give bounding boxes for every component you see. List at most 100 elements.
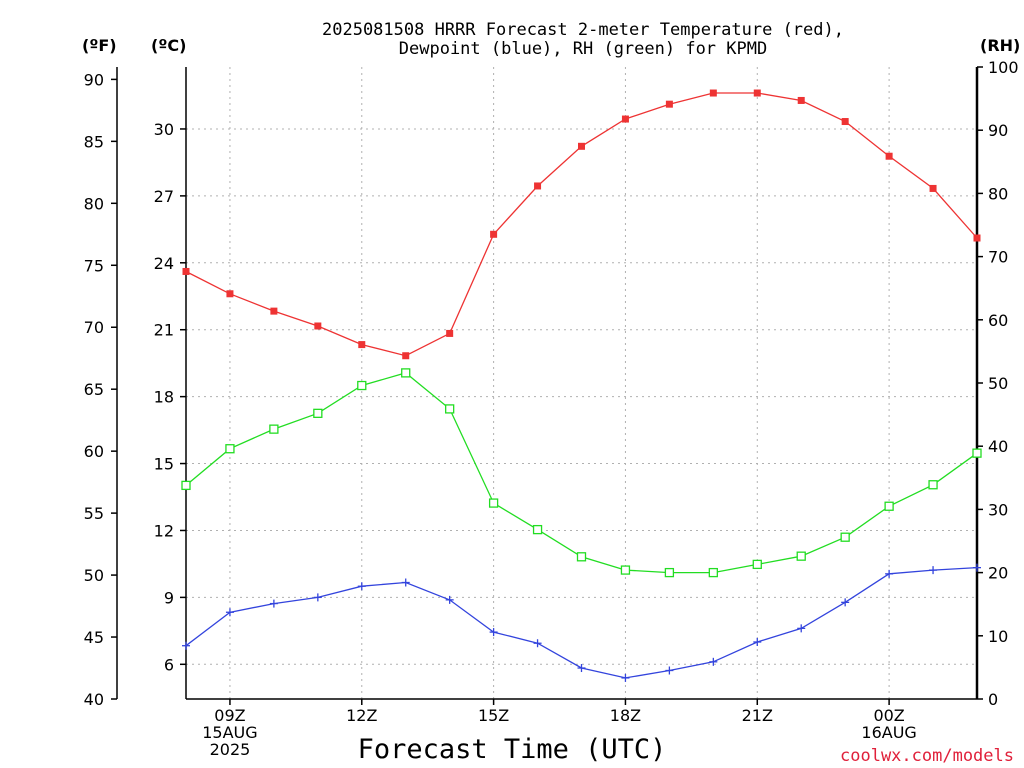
axes (111, 66, 983, 705)
dewpoint-point (621, 673, 630, 682)
rh-point (576, 552, 587, 562)
rh-point (181, 480, 191, 491)
x-tick-label: 21Z (742, 706, 773, 725)
celsius-tick-label: 6 (164, 655, 174, 674)
rh-point (357, 380, 367, 391)
credit-label: coolwx.com/models (840, 746, 1014, 766)
rh-tick-label: 10 (988, 627, 1008, 646)
rh-tick-label: 80 (988, 184, 1008, 203)
x-tick-label: 00Z (873, 706, 904, 725)
rh-tick-label: 90 (988, 121, 1008, 140)
temperature-point (402, 352, 410, 360)
x-tick-label: 15Z (478, 706, 509, 725)
tick-labels: 40 45 50 55 60 65 70 75 80 85 90 6 9 12 15 18 21 24 27 30 0 1… (84, 58, 1019, 759)
rh-point (840, 532, 850, 542)
rh-point (401, 368, 411, 378)
dewpoint-point (709, 657, 718, 666)
rh-tick-label: 0 (988, 690, 998, 709)
x-axis-title: Forecast Time (UTC) (358, 734, 667, 765)
dewpoint-point (357, 582, 366, 591)
rh-point (796, 551, 806, 561)
temperature-point (182, 267, 190, 275)
dewpoint-point (885, 569, 894, 578)
rh-point (225, 444, 235, 454)
rh-series (181, 368, 982, 578)
dewpoint-point (929, 566, 938, 575)
temperature-point (885, 152, 893, 160)
temperature-line (185, 92, 978, 357)
dewpoint-line (185, 566, 978, 679)
dewpoint-point (182, 641, 190, 650)
rh-point (708, 567, 718, 578)
rh-tick-label: 50 (988, 374, 1008, 393)
x-tick-label: 12Z (346, 706, 377, 725)
temperature-point (358, 341, 366, 349)
rh-tick-label: 100 (988, 58, 1019, 77)
temperature-point (841, 118, 849, 126)
rh-tick-label: 20 (988, 564, 1008, 583)
fahrenheit-tick-label: 60 (84, 442, 104, 461)
rh-point (620, 565, 631, 575)
unit-label-celsius: (ºC) (151, 36, 186, 55)
rh-tick-label: 40 (988, 437, 1008, 456)
dewpoint-series (182, 563, 981, 682)
rh-point (972, 448, 982, 458)
temperature-point (665, 100, 673, 108)
temperature-series (182, 89, 981, 360)
chart-title-line1: 2025081508 HRRR Forecast 2-meter Tempera… (322, 20, 844, 40)
fahrenheit-tick-label: 80 (84, 194, 104, 213)
x-tick-label: 18Z (610, 706, 641, 725)
celsius-tick-label: 30 (154, 120, 174, 139)
fahrenheit-tick-label: 55 (84, 504, 104, 523)
x-tick-label: 15AUG (202, 723, 257, 742)
dewpoint-point (313, 593, 322, 602)
rh-tick-label: 70 (988, 248, 1008, 267)
temperature-point (973, 234, 981, 242)
unit-label-rh: (RH) (980, 36, 1020, 55)
dewpoint-point (665, 666, 674, 675)
dewpoint-point (577, 664, 586, 673)
series-layer (181, 89, 982, 682)
rh-point (488, 498, 499, 508)
dewpoint-point (445, 595, 454, 604)
rh-point (313, 408, 323, 418)
temperature-point (446, 329, 454, 337)
celsius-tick-label: 21 (154, 321, 174, 340)
dewpoint-point (489, 628, 498, 637)
x-tick-label: 09Z (214, 706, 245, 725)
dewpoint-point (841, 598, 850, 607)
fahrenheit-tick-label: 75 (84, 256, 104, 275)
temperature-point (621, 115, 629, 123)
temperature-point (490, 230, 498, 238)
temperature-point (753, 89, 761, 97)
rh-point (532, 524, 543, 535)
rh-tick-label: 60 (988, 311, 1008, 330)
temperature-point (534, 182, 542, 190)
celsius-tick-label: 12 (154, 521, 174, 540)
fahrenheit-tick-label: 70 (84, 318, 104, 337)
temperature-point (797, 96, 805, 104)
fahrenheit-tick-label: 65 (84, 380, 104, 399)
rh-point (884, 501, 894, 511)
fahrenheit-tick-label: 45 (84, 628, 104, 647)
temperature-point (929, 184, 937, 192)
celsius-tick-label: 27 (154, 187, 174, 206)
rh-point (928, 480, 938, 490)
dewpoint-point (973, 563, 981, 572)
temperature-point (314, 322, 322, 330)
grid-lines (186, 67, 977, 699)
dewpoint-point (753, 637, 762, 646)
rh-tick-label: 30 (988, 500, 1008, 519)
x-tick-label: 16AUG (861, 723, 916, 742)
rh-point (269, 424, 279, 434)
chart-title-line2: Dewpoint (blue), RH (green) for KPMD (399, 39, 767, 59)
dewpoint-point (533, 639, 542, 648)
dewpoint-point (401, 578, 410, 587)
celsius-tick-label: 15 (154, 455, 174, 474)
celsius-tick-label: 9 (164, 588, 174, 607)
celsius-tick-label: 18 (154, 388, 174, 407)
fahrenheit-tick-label: 90 (84, 70, 104, 89)
rh-point (752, 559, 762, 570)
dewpoint-point (797, 624, 806, 633)
